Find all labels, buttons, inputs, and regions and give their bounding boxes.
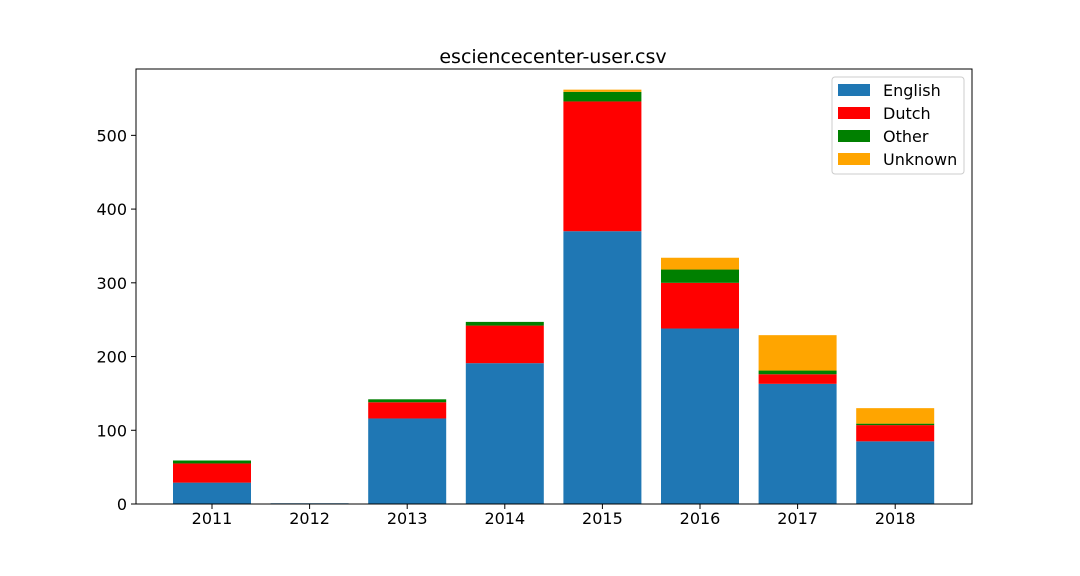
bar-unknown-2015	[563, 89, 642, 92]
y-tick-label: 100	[96, 421, 127, 440]
x-tick-label: 2014	[484, 509, 525, 528]
bar-other-2018	[856, 423, 935, 426]
bar-english-2015	[563, 231, 642, 505]
bar-other-2016	[661, 269, 739, 283]
legend-swatch-dutch	[838, 107, 870, 119]
x-tick-label: 2017	[777, 509, 818, 528]
bar-unknown-2016	[661, 257, 739, 270]
bar-english-2018	[856, 441, 935, 504]
y-tick-label: 300	[96, 274, 127, 293]
x-tick-label: 2018	[875, 509, 916, 528]
y-tick-label: 200	[96, 348, 127, 367]
bar-english-2011	[173, 482, 251, 504]
x-tick-label: 2015	[582, 509, 623, 528]
x-axis: 2011 2012 2013 2014 2015 2016 2017 2018	[192, 504, 916, 528]
legend-swatch-english	[838, 84, 870, 96]
bar-other-2017	[758, 370, 837, 375]
y-axis: 0 100 200 300 400 500	[96, 126, 136, 514]
plot-frame	[135, 68, 973, 505]
bar-unknown-2017	[758, 335, 837, 371]
bar-dutch-2015	[563, 101, 642, 232]
bar-other-2011	[173, 460, 251, 464]
chart-title: esciencecenter-user.csv	[439, 46, 666, 68]
bar-dutch-2011	[173, 463, 251, 483]
x-tick-label: 2011	[192, 509, 233, 528]
legend-swatch-unknown	[838, 153, 870, 165]
y-tick-label: 0	[117, 495, 127, 514]
legend-label-other: Other	[883, 127, 929, 146]
bar-english-2014	[465, 363, 544, 504]
bar-other-2015	[563, 91, 642, 102]
y-tick-label: 400	[96, 200, 127, 219]
bar-english-2016	[661, 328, 739, 504]
legend: English Dutch Other Unknown	[831, 76, 965, 175]
legend-label-english: English	[883, 81, 941, 100]
bar-english-2017	[758, 383, 837, 504]
legend-label-dutch: Dutch	[883, 104, 931, 123]
bar-dutch-2018	[856, 425, 935, 442]
legend-swatch-other	[838, 130, 870, 142]
bar-dutch-2017	[758, 374, 837, 384]
bar-unknown-2018	[856, 408, 935, 424]
bar-other-2013	[368, 399, 447, 403]
bar-other-2014	[465, 321, 544, 326]
x-tick-label: 2016	[680, 509, 721, 528]
bar-dutch-2016	[661, 282, 739, 329]
x-tick-label: 2013	[387, 509, 428, 528]
legend-label-unknown: Unknown	[883, 150, 957, 169]
y-tick-label: 500	[96, 126, 127, 145]
bar-dutch-2014	[465, 325, 544, 364]
bars-group	[173, 89, 935, 505]
bar-dutch-2013	[368, 402, 447, 419]
x-tick-label: 2012	[289, 509, 330, 528]
bar-english-2013	[368, 418, 447, 504]
legend-frame	[831, 76, 965, 175]
